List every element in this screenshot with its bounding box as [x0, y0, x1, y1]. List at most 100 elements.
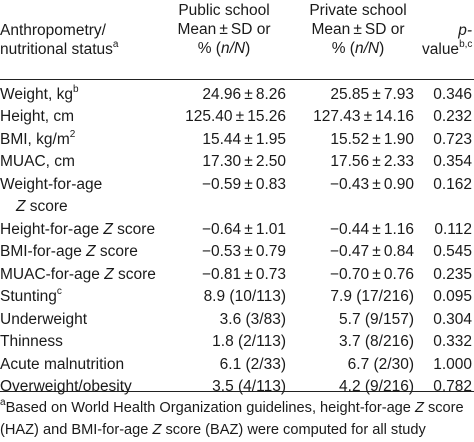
- cell-public: 3.5 (4/113): [212, 378, 286, 395]
- table-row: MUAC-for-age Z score −0.81 ± 0.73 −0.70 …: [0, 264, 474, 287]
- row-label-z: Z: [103, 220, 113, 238]
- footnote-line1-z: Z: [414, 400, 424, 416]
- cell-private: 5.7 (9/157): [339, 310, 414, 328]
- row-label-score: score: [113, 265, 156, 283]
- row-label-text: Height-for-age: [0, 220, 104, 238]
- header-status-line1: Anthropometry/: [0, 22, 106, 39]
- row-label-text: Stunting: [0, 288, 57, 305]
- table-row: Underweight 3.6 (3/83) 5.7 (9/157) 0.304: [0, 309, 474, 332]
- footnote-line1-post: score: [423, 400, 464, 416]
- header-public-school: Public school Mean ± SD or % (n/N): [154, 0, 294, 80]
- header-private-line3-em: n/N: [354, 40, 380, 57]
- row-label: Weight-for-age Z score: [0, 174, 154, 219]
- header-public-line1: Public school: [178, 2, 270, 19]
- cell-private: 6.7 (2/30): [347, 355, 414, 373]
- header-p-line2: value: [422, 41, 460, 58]
- row-label-z: Z: [104, 265, 114, 283]
- table-row: BMI, kg/m2 15.44 ± 1.95 15.52 ± 1.90 0.7…: [0, 129, 474, 152]
- cell-private: 7.9 (17/216): [330, 288, 414, 305]
- row-label-text: BMI-for-age: [0, 243, 87, 260]
- cell-p-value: 1.000: [433, 355, 472, 373]
- cell-p-value: 0.232: [433, 108, 472, 125]
- cell-private: −0.70 ± 0.76: [329, 265, 414, 283]
- table-row: Height, cm 125.40 ± 15.26 127.43 ± 14.16…: [0, 106, 474, 129]
- footnote-line1: aBased on World Health Organization guid…: [0, 398, 474, 420]
- cell-public: −0.64 ± 1.01: [201, 220, 286, 238]
- row-label-sup: c: [56, 286, 62, 297]
- table-row: MUAC, cm 17.30 ± 2.50 17.56 ± 2.33 0.354: [0, 151, 474, 174]
- row-label-z: Z: [86, 243, 96, 260]
- cell-p-value: 0.354: [433, 153, 472, 170]
- row-label: Stuntingc: [0, 286, 154, 309]
- cell-public: 15.44 ± 1.95: [202, 130, 286, 148]
- cell-private: −0.47 ± 0.84: [329, 243, 414, 260]
- footnote-line2: (HAZ) and BMI-for-age Z score (BAZ) were…: [0, 420, 474, 442]
- cell-private: 17.56 ± 2.33: [330, 153, 414, 170]
- cell-p-value: 0.346: [433, 85, 472, 103]
- row-label-z: Z: [16, 198, 26, 215]
- table-header: Anthropometry/ nutritional statusa Publi…: [0, 0, 474, 80]
- footnote-line2-text: (HAZ) and BMI-for-age: [0, 421, 153, 438]
- row-label-score: score: [95, 243, 138, 260]
- cell-public: 6.1 (2/33): [219, 355, 286, 373]
- header-private-line3-post: ): [379, 40, 385, 57]
- cell-public: 8.9 (10/113): [203, 288, 286, 305]
- row-label: Underweight: [0, 310, 88, 328]
- row-label-sup: 2: [69, 128, 76, 140]
- cell-public: 17.30 ± 2.50: [202, 153, 286, 170]
- table-footnote: aBased on World Health Organization guid…: [0, 398, 474, 441]
- row-label-score: score: [112, 220, 156, 238]
- cell-private: −0.44 ± 1.16: [329, 220, 414, 238]
- table-row: Overweight/obesity 3.5 (4/113) 4.2 (9/21…: [0, 376, 474, 399]
- cell-p-value: 0.723: [433, 130, 472, 148]
- row-label-score: score: [25, 198, 68, 215]
- table-row: Weight, kgb 24.96 ± 8.26 25.85 ± 7.93 0.…: [0, 79, 474, 106]
- cell-private: 3.7 (8/216): [339, 333, 414, 350]
- cell-p-value: 0.545: [433, 243, 472, 260]
- header-public-line3-pre: % (: [197, 40, 221, 57]
- cell-public: 1.8 (2/113): [212, 333, 286, 350]
- footnote-line1-text: Based on World Health Organization guide…: [5, 400, 415, 416]
- row-label: Overweight/obesity: [0, 378, 132, 395]
- row-label: Height-for-age Z score: [0, 219, 156, 242]
- header-p-line1: p-: [458, 22, 472, 39]
- footnote-line2-post: score (BAZ) were computed for all study: [161, 421, 426, 438]
- anthropometry-table: Anthropometry/ nutritional statusa Publi…: [0, 0, 474, 399]
- cell-p-value: 0.235: [433, 265, 472, 283]
- row-label-text: Weight-for-age: [0, 175, 103, 193]
- cell-p-value: 0.112: [434, 220, 472, 238]
- header-status: Anthropometry/ nutritional statusa: [0, 0, 154, 80]
- table-row: Height-for-age Z score −0.64 ± 1.01 −0.4…: [0, 219, 474, 242]
- header-public-line3-em: n/N: [220, 40, 246, 57]
- cell-public: 125.40 ± 15.26: [185, 108, 286, 125]
- header-private-school: Private school Mean ± SD or % (n/N): [294, 0, 422, 80]
- footnote-marker: a: [0, 398, 6, 408]
- table-row: Thinness 1.8 (2/113) 3.7 (8/216) 0.332: [0, 331, 474, 354]
- table-row: Weight-for-age Z score −0.59 ± 0.83 −0.43…: [0, 174, 474, 219]
- cell-public: −0.53 ± 0.79: [201, 243, 286, 260]
- row-label-text: BMI, kg/m: [0, 130, 70, 148]
- cell-private: 15.52 ± 1.90: [330, 130, 414, 148]
- cell-public: 24.96 ± 8.26: [202, 85, 286, 103]
- cell-private: −0.43 ± 0.90: [329, 175, 414, 193]
- footnote-line2-z: Z: [152, 421, 162, 438]
- table-body: Weight, kgb 24.96 ± 8.26 25.85 ± 7.93 0.…: [0, 79, 474, 399]
- row-label-sup: b: [72, 83, 79, 95]
- row-label: Acute malnutrition: [0, 355, 125, 373]
- header-private-line1: Private school: [309, 2, 407, 19]
- cell-public: 3.6 (3/83): [219, 310, 286, 328]
- header-status-line2: nutritional status: [0, 41, 113, 58]
- header-private-line3-pre: % (: [331, 40, 355, 57]
- cell-private: 127.43 ± 14.16: [313, 108, 414, 125]
- cell-private: 25.85 ± 7.93: [330, 85, 414, 103]
- header-p-sup: b,c: [459, 39, 473, 50]
- row-label: Thinness: [0, 333, 63, 350]
- row-label: MUAC, cm: [0, 153, 75, 170]
- row-label-text: MUAC-for-age: [0, 265, 105, 283]
- header-public-line2: Mean ± SD or: [177, 21, 271, 38]
- cell-public: −0.81 ± 0.73: [201, 265, 286, 283]
- table-bottom-rule: [0, 391, 474, 392]
- header-public-line3-post: ): [245, 40, 251, 57]
- cell-p-value: 0.304: [433, 310, 472, 328]
- cell-p-value: 0.095: [433, 288, 472, 305]
